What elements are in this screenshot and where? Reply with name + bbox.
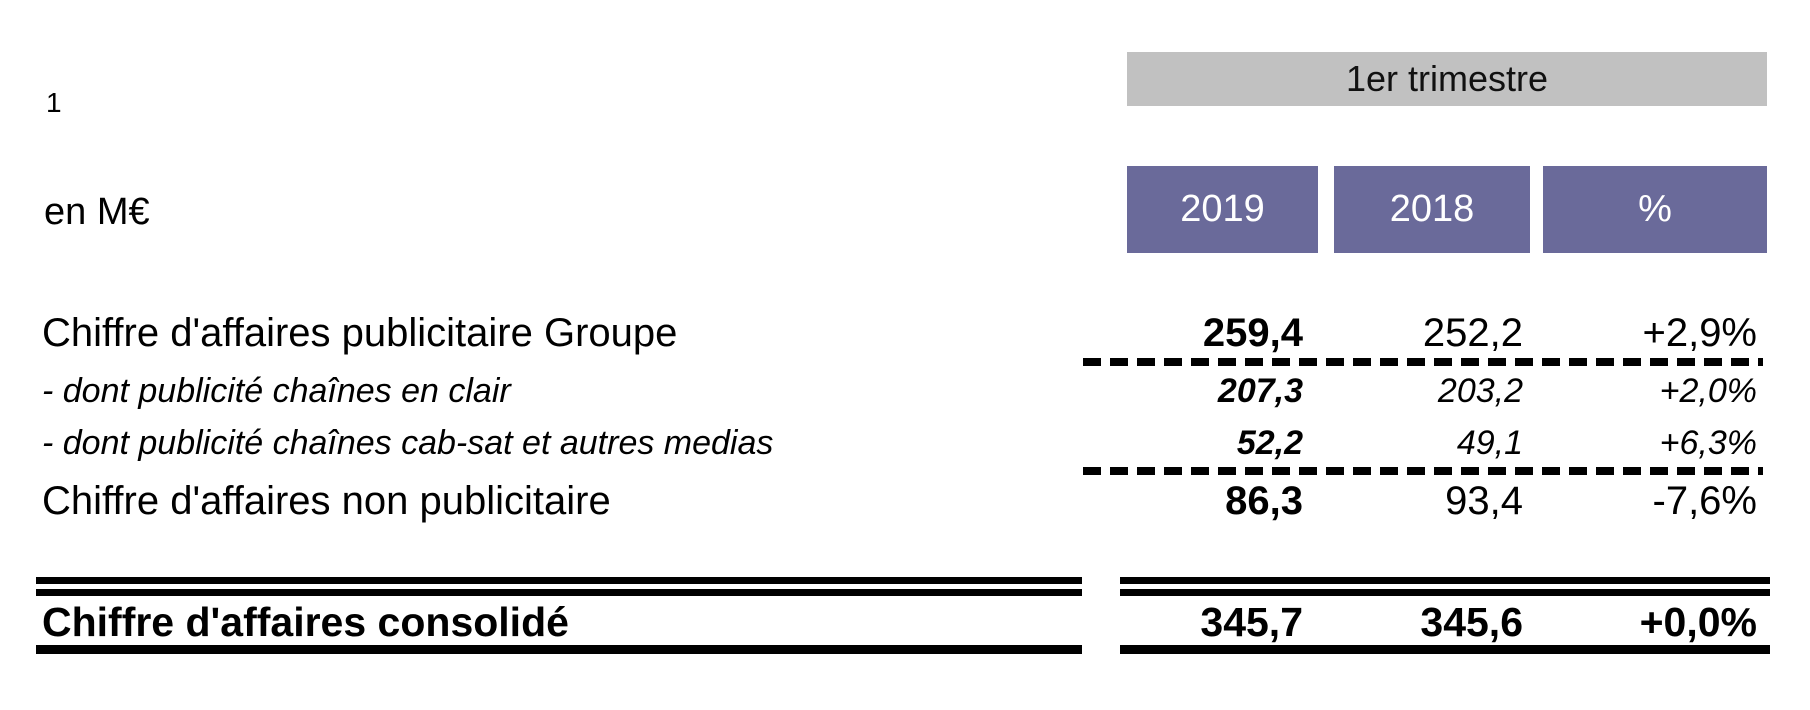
period-header-bar: 1er trimestre bbox=[1127, 52, 1767, 106]
cell-pct-non-pub: -7,6% bbox=[1652, 479, 1758, 523]
double-rule-left-top bbox=[36, 577, 1082, 584]
column-header-percent: % bbox=[1543, 166, 1767, 253]
row-label-cab-sat: - dont publicité chaînes cab-sat et autr… bbox=[42, 424, 774, 462]
row-label-chaines-clair: - dont publicité chaînes en clair bbox=[42, 372, 511, 410]
row-label-consolide: Chiffre d'affaires consolidé bbox=[42, 599, 569, 645]
dashed-separator-top bbox=[1083, 358, 1763, 366]
cell-2018-non-pub: 93,4 bbox=[1445, 479, 1523, 523]
cell-2018-chaines-clair: 203,2 bbox=[1437, 372, 1523, 410]
cell-2018-cab-sat: 49,1 bbox=[1456, 424, 1523, 462]
cell-2018-pub-groupe: 252,2 bbox=[1422, 311, 1523, 355]
cell-2019-cab-sat: 52,2 bbox=[1236, 424, 1303, 462]
period-header-label: 1er trimestre bbox=[1345, 58, 1549, 99]
row-label-non-pub: Chiffre d'affaires non publicitaire bbox=[42, 479, 611, 523]
cell-pct-cab-sat: +6,3% bbox=[1659, 424, 1757, 462]
unit-label: en M€ bbox=[44, 191, 150, 233]
bottom-rule-left bbox=[36, 645, 1082, 654]
double-rule-right-bottom bbox=[1120, 589, 1770, 596]
double-rule-right-top bbox=[1120, 577, 1770, 584]
column-header-2018: 2018 bbox=[1334, 166, 1530, 253]
cell-2018-consolide: 345,6 bbox=[1420, 599, 1523, 645]
cell-pct-consolide: +0,0% bbox=[1639, 599, 1757, 645]
cell-pct-pub-groupe: +2,9% bbox=[1642, 311, 1757, 355]
cell-2019-non-pub: 86,3 bbox=[1225, 479, 1303, 523]
double-rule-left-bottom bbox=[36, 589, 1082, 596]
row-label-pub-groupe: Chiffre d'affaires publicitaire Groupe bbox=[42, 311, 678, 355]
column-header-2019: 2019 bbox=[1127, 166, 1318, 253]
cell-2019-consolide: 345,7 bbox=[1200, 599, 1303, 645]
cell-pct-chaines-clair: +2,0% bbox=[1659, 372, 1757, 410]
cell-2019-pub-groupe: 259,4 bbox=[1202, 311, 1303, 355]
footnote-marker: 1 bbox=[46, 87, 62, 118]
dashed-separator-bottom bbox=[1083, 467, 1763, 475]
bottom-rule-right bbox=[1120, 645, 1770, 654]
cell-2019-chaines-clair: 207,3 bbox=[1217, 372, 1303, 410]
